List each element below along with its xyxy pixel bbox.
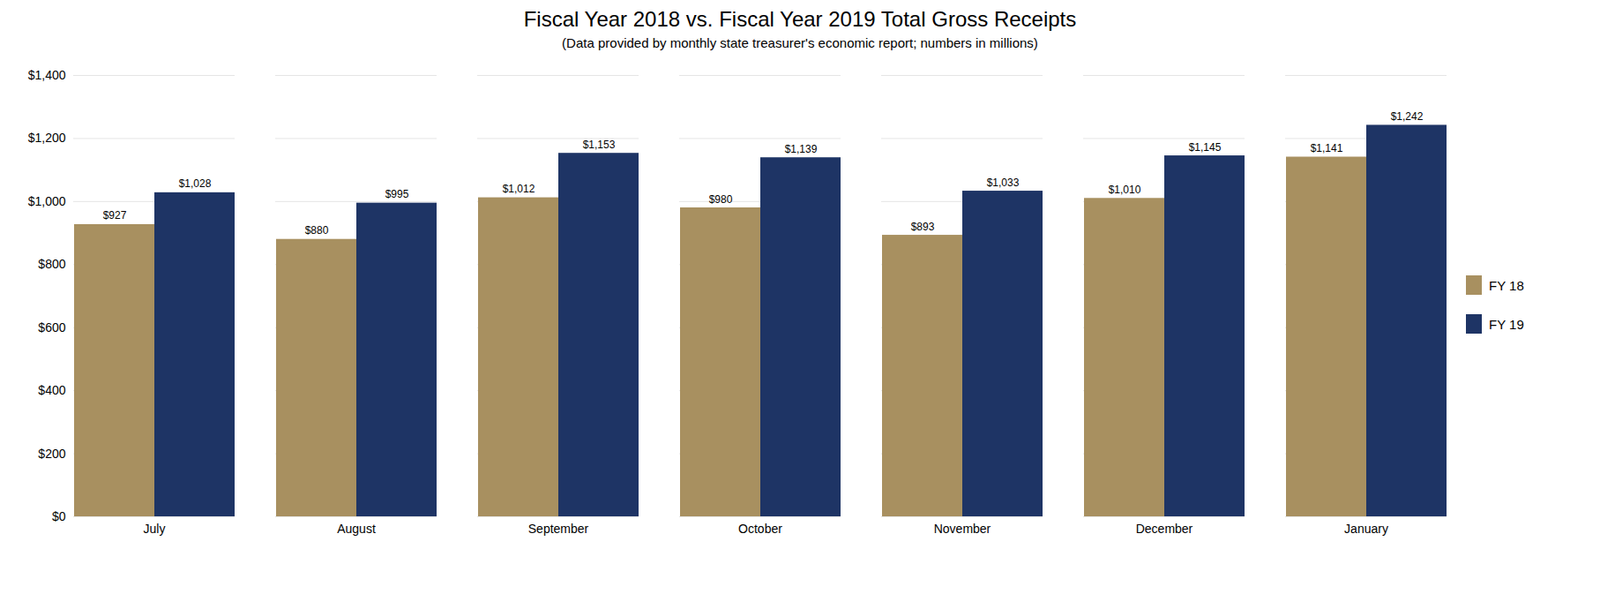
html-text:FY 19: FY 19 (1488, 316, 1524, 332)
svg-text:August: August (336, 521, 376, 536)
svg-text:$1,012: $1,012 (502, 182, 536, 195)
svg-text:January: January (1344, 521, 1389, 536)
svg-text:$0: $0 (52, 508, 67, 524)
svg-text:$980: $980 (709, 193, 733, 206)
svg-text:November: November (934, 521, 992, 536)
svg-text:July: July (143, 521, 166, 536)
svg-text:$1,139: $1,139 (785, 142, 818, 156)
svg-text:$1,028: $1,028 (179, 177, 212, 190)
html-text:FY 18: FY 18 (1488, 277, 1524, 293)
svg-text:$1,141: $1,141 (1310, 142, 1344, 155)
svg-text:December: December (1136, 521, 1194, 536)
svg-text:$1,400: $1,400 (28, 67, 67, 83)
svg-text:$1,242: $1,242 (1390, 110, 1424, 123)
svg-text:$400: $400 (37, 382, 66, 397)
svg-text:$1,200: $1,200 (28, 130, 67, 145)
svg-text:September: September (528, 521, 590, 536)
svg-text:$1,033: $1,033 (986, 176, 1020, 189)
svg-text:$1,010: $1,010 (1108, 183, 1142, 196)
svg-text:$1,145: $1,145 (1188, 141, 1222, 154)
svg-text:$1,000: $1,000 (28, 194, 67, 209)
svg-text:$880: $880 (305, 224, 329, 237)
svg-text:$995: $995 (385, 187, 410, 201)
svg-text:$927: $927 (103, 209, 128, 222)
svg-text:October: October (738, 521, 783, 536)
html-text:Fiscal Year 2018 vs. Fiscal Ye: Fiscal Year 2018 vs. Fiscal Year 2019 To… (523, 7, 1077, 31)
svg-text:$893: $893 (911, 220, 935, 233)
svg-text:$600: $600 (37, 320, 66, 335)
svg-text:$1,153: $1,153 (583, 138, 616, 151)
html-text:(Data provided by monthly stat: (Data provided by monthly state treasure… (561, 35, 1039, 51)
svg-text:$800: $800 (37, 256, 66, 271)
svg-text:$200: $200 (37, 446, 66, 461)
